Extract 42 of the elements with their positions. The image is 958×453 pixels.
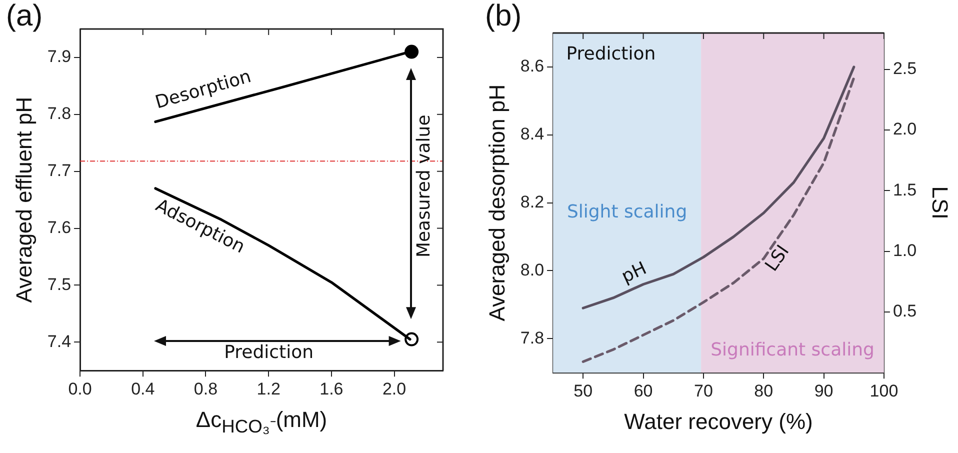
x-tick-label: 50 (574, 381, 593, 400)
y-tick-label: 8.4 (520, 124, 544, 144)
x-axis-title: Water recovery (%) (624, 408, 813, 435)
y-tick-label: 8.2 (520, 192, 544, 212)
y2-tick-label: 1.0 (892, 241, 917, 260)
y2-tick-label: 2.5 (892, 59, 917, 78)
x-tick-label: 100 (870, 381, 898, 400)
y2-axis-title: LSI (928, 186, 953, 220)
annotation: LSI (761, 241, 794, 276)
annotation: Measured value (414, 114, 435, 258)
y-tick-label: 7.8 (520, 328, 544, 348)
x-tick-label: 2.0 (382, 379, 406, 398)
y-tick-label: 7.6 (47, 218, 72, 237)
y2-tick-label: 0.5 (892, 302, 917, 321)
y-tick-label: 7.7 (47, 161, 72, 180)
x-tick-label: 1.6 (320, 379, 344, 398)
y-tick-label: 8.6 (520, 56, 544, 76)
annotation: pH (618, 258, 650, 288)
y-tick-label: 7.8 (47, 104, 72, 124)
x-tick-label: 90 (814, 381, 834, 400)
y-tick-label: 7.9 (47, 47, 72, 66)
chart-title: (a) (6, 0, 43, 32)
x-tick-label: 1.2 (256, 379, 280, 398)
x-tick-label: 0.0 (68, 379, 92, 398)
band-label: Slight scaling (566, 202, 688, 223)
band-label: Significant scaling (710, 339, 874, 360)
x-axis-title: Δc$_{HCO₃⁻}$(mM) (196, 406, 328, 437)
y-axis-title: Averaged effluent pH (11, 96, 36, 303)
x-tick-label: 70 (694, 381, 713, 400)
y-tick-label: 8.0 (520, 260, 544, 280)
y-axis-title: Averaged desorption pH (484, 84, 510, 322)
x-tick-label: 80 (754, 381, 774, 400)
x-tick-label: 0.8 (194, 379, 218, 398)
annotation: Prediction (224, 342, 314, 364)
y2-tick-label: 1.5 (892, 180, 917, 200)
chart-title: (b) (485, 0, 522, 32)
y-tick-label: 7.5 (47, 274, 72, 294)
x-tick-label: 0.4 (131, 379, 155, 398)
y-tick-label: 7.4 (47, 332, 72, 351)
annotation: Prediction (566, 44, 656, 65)
y2-tick-label: 2.0 (892, 120, 917, 139)
x-tick-label: 60 (634, 381, 653, 400)
